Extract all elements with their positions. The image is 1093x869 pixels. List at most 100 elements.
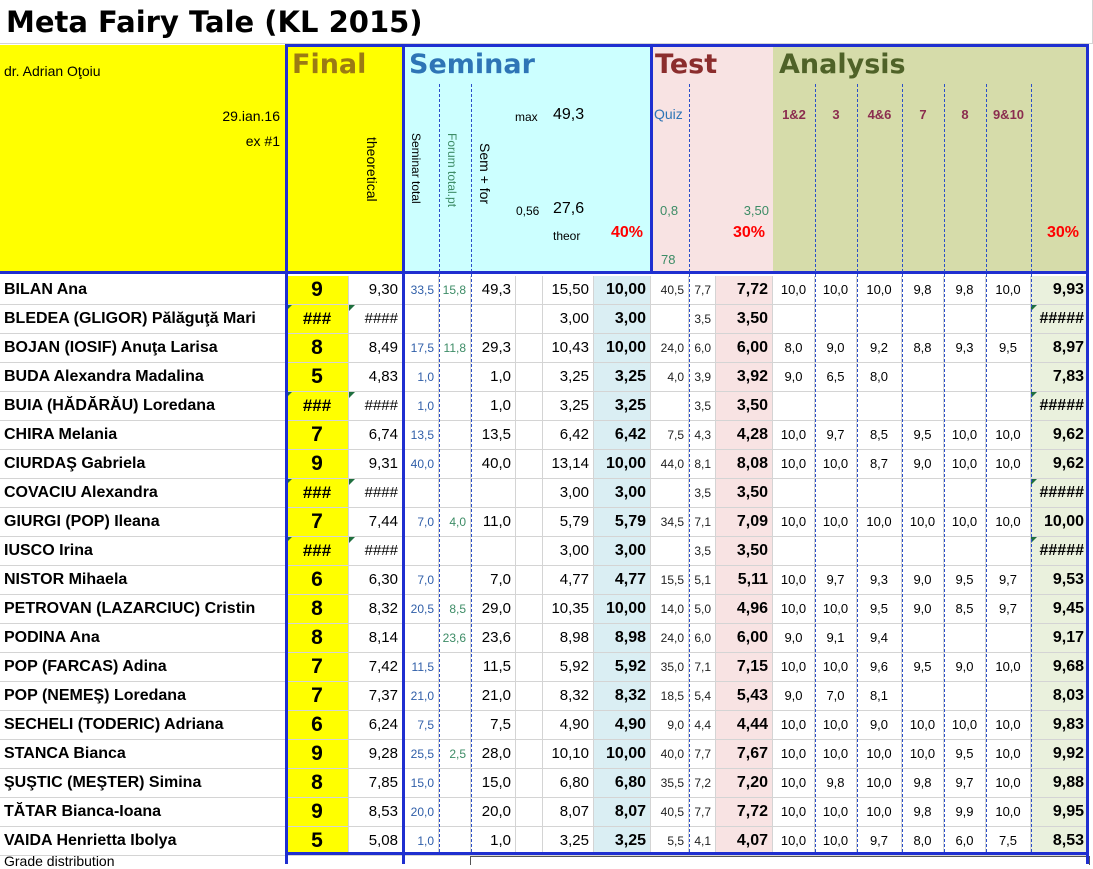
analysis-score-cell[interactable]: 9,5: [944, 566, 986, 595]
analysis-score-cell[interactable]: 9,0: [773, 363, 815, 392]
forum-cell[interactable]: [439, 682, 471, 711]
analysis-cell[interactable]: 10,00: [1031, 508, 1089, 537]
analysis-score-cell[interactable]: 9,5: [944, 740, 986, 769]
analysis-score-cell[interactable]: 10,0: [815, 508, 857, 537]
test-cell[interactable]: 7,67: [716, 740, 773, 769]
sem-cell[interactable]: 7,0: [403, 566, 439, 595]
analysis-score-cell[interactable]: 10,0: [773, 450, 815, 479]
sem-cell[interactable]: 20,0: [403, 798, 439, 827]
analysis-score-cell[interactable]: 9,0: [857, 711, 902, 740]
scaled-cell[interactable]: 5,79: [543, 508, 594, 537]
forum-cell[interactable]: 23,6: [439, 624, 471, 653]
name-cell[interactable]: ŞUŞTIC (MEŞTER) Simina: [0, 769, 286, 798]
scaled-cell[interactable]: 13,14: [543, 450, 594, 479]
sem-final-cell[interactable]: 10,00: [594, 450, 651, 479]
analysis-score-cell[interactable]: [986, 363, 1031, 392]
analysis-score-cell[interactable]: 8,5: [857, 421, 902, 450]
sem-cell[interactable]: 7,0: [403, 508, 439, 537]
analysis-score-cell[interactable]: [902, 624, 944, 653]
grade-cell[interactable]: 9: [286, 740, 349, 769]
analysis-score-cell[interactable]: 10,0: [986, 276, 1031, 305]
analysis-cell[interactable]: 9,93: [1031, 276, 1089, 305]
grade-cell[interactable]: 6: [286, 566, 349, 595]
analysis-score-cell[interactable]: 10,0: [944, 450, 986, 479]
semfor-cell[interactable]: 23,6: [471, 624, 516, 653]
analysis-cell[interactable]: #####: [1031, 305, 1089, 334]
analysis-score-cell[interactable]: 10,0: [857, 769, 902, 798]
analysis-score-cell[interactable]: 9,0: [815, 334, 857, 363]
name-cell[interactable]: SECHELI (TODERIC) Adriana: [0, 711, 286, 740]
analysis-score-cell[interactable]: 9,0: [773, 624, 815, 653]
analysis-score-cell[interactable]: 10,0: [815, 740, 857, 769]
analysis-cell[interactable]: 9,83: [1031, 711, 1089, 740]
analysis-score-cell[interactable]: 10,0: [986, 508, 1031, 537]
analysis-score-cell[interactable]: [857, 305, 902, 334]
analysis-score-cell[interactable]: [902, 682, 944, 711]
analysis-score-cell[interactable]: 10,0: [986, 740, 1031, 769]
semfor-cell[interactable]: 15,0: [471, 769, 516, 798]
semfor-cell[interactable]: [471, 537, 516, 566]
scaled-cell[interactable]: 4,77: [543, 566, 594, 595]
analysis-score-cell[interactable]: 9,9: [944, 798, 986, 827]
name-cell[interactable]: TĂTAR Bianca-Ioana: [0, 798, 286, 827]
analysis-score-cell[interactable]: [986, 537, 1031, 566]
analysis-score-cell[interactable]: 9,5: [902, 653, 944, 682]
analysis-cell[interactable]: 9,68: [1031, 653, 1089, 682]
sem-cell[interactable]: 7,5: [403, 711, 439, 740]
q2-cell[interactable]: 5,0: [689, 595, 716, 624]
theor-cell[interactable]: 9,30: [349, 276, 403, 305]
analysis-score-cell[interactable]: 8,0: [902, 827, 944, 856]
forum-cell[interactable]: [439, 566, 471, 595]
sem-cell[interactable]: 13,5: [403, 421, 439, 450]
analysis-score-cell[interactable]: [857, 537, 902, 566]
grade-cell[interactable]: 5: [286, 363, 349, 392]
scaled-cell[interactable]: 6,80: [543, 769, 594, 798]
analysis-score-cell[interactable]: [986, 624, 1031, 653]
sem-final-cell[interactable]: 4,77: [594, 566, 651, 595]
analysis-score-cell[interactable]: [902, 392, 944, 421]
q1-cell[interactable]: [651, 537, 689, 566]
empty-cell[interactable]: [516, 624, 543, 653]
analysis-score-cell[interactable]: 10,0: [857, 740, 902, 769]
q1-cell[interactable]: 40,5: [651, 798, 689, 827]
analysis-score-cell[interactable]: 10,0: [815, 276, 857, 305]
empty-cell[interactable]: [516, 653, 543, 682]
analysis-score-cell[interactable]: 9,2: [857, 334, 902, 363]
semfor-cell[interactable]: 21,0: [471, 682, 516, 711]
analysis-score-cell[interactable]: 8,8: [902, 334, 944, 363]
analysis-score-cell[interactable]: [986, 305, 1031, 334]
empty-cell[interactable]: [516, 827, 543, 856]
analysis-score-cell[interactable]: 9,6: [857, 653, 902, 682]
forum-cell[interactable]: [439, 305, 471, 334]
q2-cell[interactable]: 3,5: [689, 305, 716, 334]
grade-cell[interactable]: ###: [286, 537, 349, 566]
sem-final-cell[interactable]: 3,25: [594, 827, 651, 856]
analysis-score-cell[interactable]: 10,0: [986, 450, 1031, 479]
sem-final-cell[interactable]: 5,92: [594, 653, 651, 682]
name-cell[interactable]: NISTOR Mihaela: [0, 566, 286, 595]
sem-cell[interactable]: [403, 479, 439, 508]
sem-cell[interactable]: 21,0: [403, 682, 439, 711]
sem-cell[interactable]: [403, 537, 439, 566]
scaled-cell[interactable]: 10,43: [543, 334, 594, 363]
sem-final-cell[interactable]: 4,90: [594, 711, 651, 740]
grade-cell[interactable]: 7: [286, 653, 349, 682]
scaled-cell[interactable]: 3,00: [543, 537, 594, 566]
analysis-score-cell[interactable]: 9,7: [815, 566, 857, 595]
forum-cell[interactable]: [439, 479, 471, 508]
scaled-cell[interactable]: 8,07: [543, 798, 594, 827]
analysis-score-cell[interactable]: 9,0: [944, 653, 986, 682]
analysis-score-cell[interactable]: 9,7: [986, 566, 1031, 595]
semfor-cell[interactable]: 29,3: [471, 334, 516, 363]
q2-cell[interactable]: 7,7: [689, 276, 716, 305]
name-cell[interactable]: BUDA Alexandra Madalina: [0, 363, 286, 392]
theor-cell[interactable]: 9,28: [349, 740, 403, 769]
sem-final-cell[interactable]: 10,00: [594, 334, 651, 363]
analysis-score-cell[interactable]: 9,7: [944, 769, 986, 798]
sem-final-cell[interactable]: 8,07: [594, 798, 651, 827]
q2-cell[interactable]: 7,1: [689, 653, 716, 682]
semfor-cell[interactable]: 11,0: [471, 508, 516, 537]
analysis-score-cell[interactable]: 10,0: [944, 508, 986, 537]
analysis-score-cell[interactable]: 9,3: [857, 566, 902, 595]
empty-cell[interactable]: [516, 566, 543, 595]
